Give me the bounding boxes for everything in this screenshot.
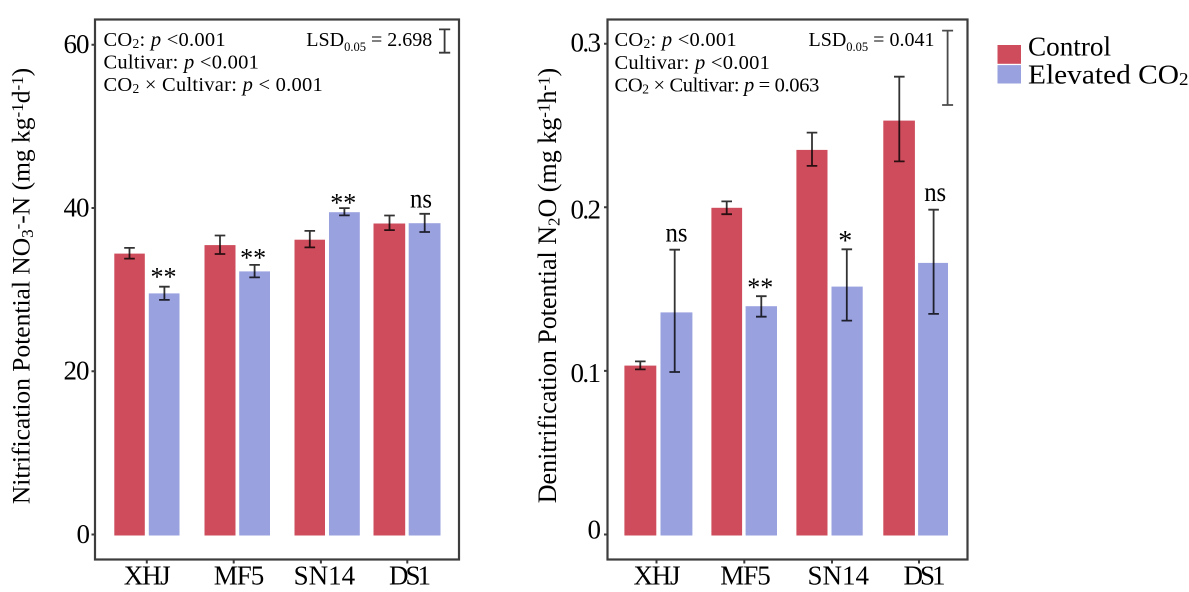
svg-text:0: 0: [77, 519, 91, 549]
svg-text:XHJ: XHJ: [124, 561, 171, 591]
svg-text:XHJ: XHJ: [634, 561, 681, 591]
svg-text:**: **: [240, 244, 266, 273]
svg-text:ns: ns: [666, 216, 688, 247]
svg-text:ns: ns: [410, 182, 432, 213]
svg-text:Nitrification Potential NO3--: Nitrification Potential NO3--N (mg kg-1d…: [7, 68, 38, 504]
svg-text:40: 40: [64, 193, 90, 223]
svg-text:MF5: MF5: [720, 561, 771, 591]
svg-text:**: **: [747, 273, 773, 302]
svg-text:MF5: MF5: [214, 561, 265, 591]
svg-text:**: **: [330, 189, 356, 218]
svg-text:CO2 × Cultivar: p = 0.063: CO2 × Cultivar: p = 0.063: [615, 75, 820, 97]
svg-text:60: 60: [64, 29, 90, 59]
svg-text:CO2: p <0.001: CO2: p <0.001: [615, 29, 737, 51]
svg-text:Denitrification Potential N2O: Denitrification Potential N2O (mg kg-1h-…: [533, 68, 564, 503]
svg-text:20: 20: [64, 356, 90, 386]
svg-text:0.1: 0.1: [571, 358, 602, 388]
svg-text:CO2 × Cultivar: p < 0.001: CO2 × Cultivar: p < 0.001: [104, 74, 324, 96]
svg-text:0.3: 0.3: [571, 28, 602, 58]
svg-text:SN14: SN14: [294, 561, 356, 591]
svg-text:Control: Control: [1028, 31, 1111, 62]
svg-text:0.2: 0.2: [571, 195, 602, 225]
svg-text:Elevated CO: Elevated CO: [1028, 58, 1179, 89]
svg-text:0: 0: [588, 515, 602, 545]
svg-text:SN14: SN14: [807, 561, 869, 591]
svg-text:LSD0.05 = 2.698: LSD0.05 = 2.698: [306, 29, 432, 54]
svg-text:2: 2: [1179, 69, 1189, 89]
svg-text:ns: ns: [924, 176, 946, 207]
svg-text:DS1: DS1: [904, 561, 946, 591]
svg-text:**: **: [151, 263, 177, 292]
svg-text:DS1: DS1: [389, 561, 431, 591]
svg-text:Cultivar: p <0.001: Cultivar: p <0.001: [104, 51, 260, 73]
svg-text:CO2: p <0.001: CO2: p <0.001: [104, 29, 226, 51]
svg-text:Cultivar: p <0.001: Cultivar: p <0.001: [615, 52, 771, 74]
svg-text:LSD0.05 = 0.041: LSD0.05 = 0.041: [809, 29, 935, 54]
svg-text:*: *: [838, 226, 852, 257]
